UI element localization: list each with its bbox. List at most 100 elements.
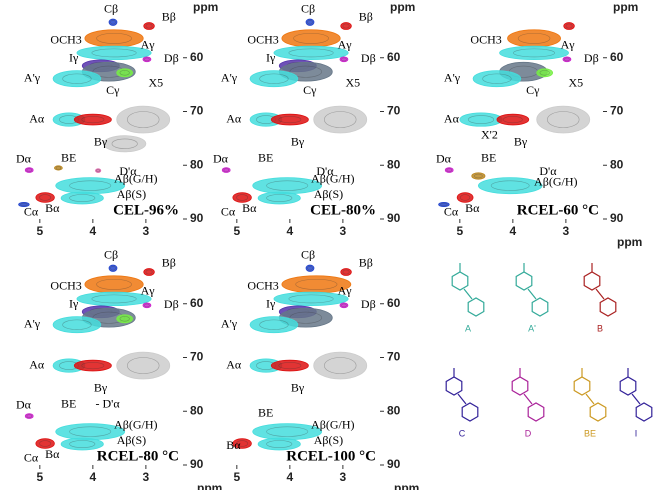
peak-label: Iγ xyxy=(69,51,79,65)
bond xyxy=(595,288,605,300)
peak-contour xyxy=(96,278,132,290)
peak-contour xyxy=(324,357,357,374)
peak-contour xyxy=(81,116,105,124)
peak-contour xyxy=(62,319,92,330)
peak xyxy=(313,351,368,380)
peak-label: Aβ(G/H) xyxy=(534,175,577,189)
peak-label: Cα xyxy=(444,204,459,218)
peak-label: Dα xyxy=(436,152,452,166)
peak-contour xyxy=(513,48,556,58)
peak xyxy=(221,167,231,173)
peak xyxy=(499,45,569,61)
peak-label: Dα xyxy=(213,152,229,166)
peak-label: A'γ xyxy=(221,316,238,330)
peak-label: Dβ xyxy=(164,297,179,311)
peak xyxy=(232,192,252,203)
peak-contour xyxy=(324,111,357,128)
x-tick-label: 5 xyxy=(233,470,240,484)
y-tick-label: 60 xyxy=(610,50,624,64)
peak-label: Bγ xyxy=(514,134,528,148)
peak-label: Cβ xyxy=(104,248,118,262)
y-tick-label: 60 xyxy=(190,296,204,310)
peak xyxy=(103,135,147,153)
peak xyxy=(54,165,63,171)
peak-label: D'α xyxy=(119,164,137,178)
peak-label: BE xyxy=(258,406,273,420)
peak-label: Bα xyxy=(242,201,257,215)
peak-label: Iγ xyxy=(69,297,79,311)
y-tick-label: 80 xyxy=(610,157,624,171)
ring xyxy=(531,297,549,317)
peak xyxy=(438,201,450,208)
peak-contour xyxy=(517,32,551,44)
peak-contour xyxy=(223,168,229,172)
ring xyxy=(573,376,591,396)
y-tick-label: 70 xyxy=(387,350,401,364)
peak-contour xyxy=(26,414,32,418)
bond xyxy=(631,393,641,405)
peak xyxy=(116,314,134,324)
peak-contour xyxy=(91,48,137,58)
peak-label: Aα xyxy=(444,111,460,125)
peak-label: Iγ xyxy=(266,51,276,65)
structure xyxy=(583,263,617,317)
peak-label: A'γ xyxy=(24,70,41,84)
y-tick-label: 60 xyxy=(387,296,401,310)
peak-label: Iγ xyxy=(266,297,276,311)
y-tick-label: 90 xyxy=(610,211,624,225)
peak-label: Bβ xyxy=(162,256,176,270)
peak-label: OCH3 xyxy=(247,32,278,46)
x-tick-label: 3 xyxy=(143,470,150,484)
panel-title: RCEL-60 °C xyxy=(517,202,599,218)
peak xyxy=(313,105,368,134)
structure xyxy=(573,368,607,422)
peak-label: Bα xyxy=(45,447,60,461)
peak-contour xyxy=(503,116,523,124)
peak-contour xyxy=(69,180,112,191)
ring xyxy=(515,271,533,291)
x-axis-label: ppm xyxy=(394,481,419,490)
peak-label: A'γ xyxy=(444,70,461,84)
y-tick-label: 70 xyxy=(610,104,624,118)
peak-label: Cγ xyxy=(303,83,317,97)
x-tick-label: 4 xyxy=(90,224,97,238)
ring xyxy=(461,402,479,422)
peak-contour xyxy=(259,73,289,84)
peak-contour xyxy=(110,20,116,25)
x-tick-label: 5 xyxy=(36,224,43,238)
peak xyxy=(273,45,349,61)
peak xyxy=(142,302,152,309)
peak-label: A'γ xyxy=(221,70,238,84)
y-tick-label: 90 xyxy=(387,211,401,225)
peak xyxy=(116,68,134,78)
y-tick-label: 80 xyxy=(387,403,401,417)
x-tick-label: 4 xyxy=(510,224,517,238)
peak xyxy=(563,22,575,30)
peak xyxy=(536,68,554,78)
ring xyxy=(451,271,469,291)
peak-label: Bα xyxy=(465,201,480,215)
peak-contour xyxy=(295,278,338,290)
peak xyxy=(471,172,486,180)
ring xyxy=(445,376,463,396)
x-tick-label: 3 xyxy=(340,224,347,238)
x-axis-label: ppm xyxy=(617,235,642,249)
peak-contour xyxy=(490,180,530,191)
peak-contour xyxy=(91,294,137,304)
ring xyxy=(635,402,653,422)
structure-label: A' xyxy=(528,323,536,333)
peak-contour xyxy=(119,316,130,322)
bond xyxy=(585,393,595,405)
x-tick-label: 3 xyxy=(563,224,570,238)
peak xyxy=(73,113,112,126)
peak-contour xyxy=(564,57,570,62)
peak xyxy=(444,167,454,173)
ring xyxy=(511,376,529,396)
peak-contour xyxy=(96,32,132,44)
structure xyxy=(515,263,549,317)
peak-label: Cα xyxy=(221,204,236,218)
peak xyxy=(108,264,118,272)
peak-label: X'2 xyxy=(481,127,498,141)
peak-label: Aγ xyxy=(141,38,156,52)
peak-contour xyxy=(69,440,96,448)
